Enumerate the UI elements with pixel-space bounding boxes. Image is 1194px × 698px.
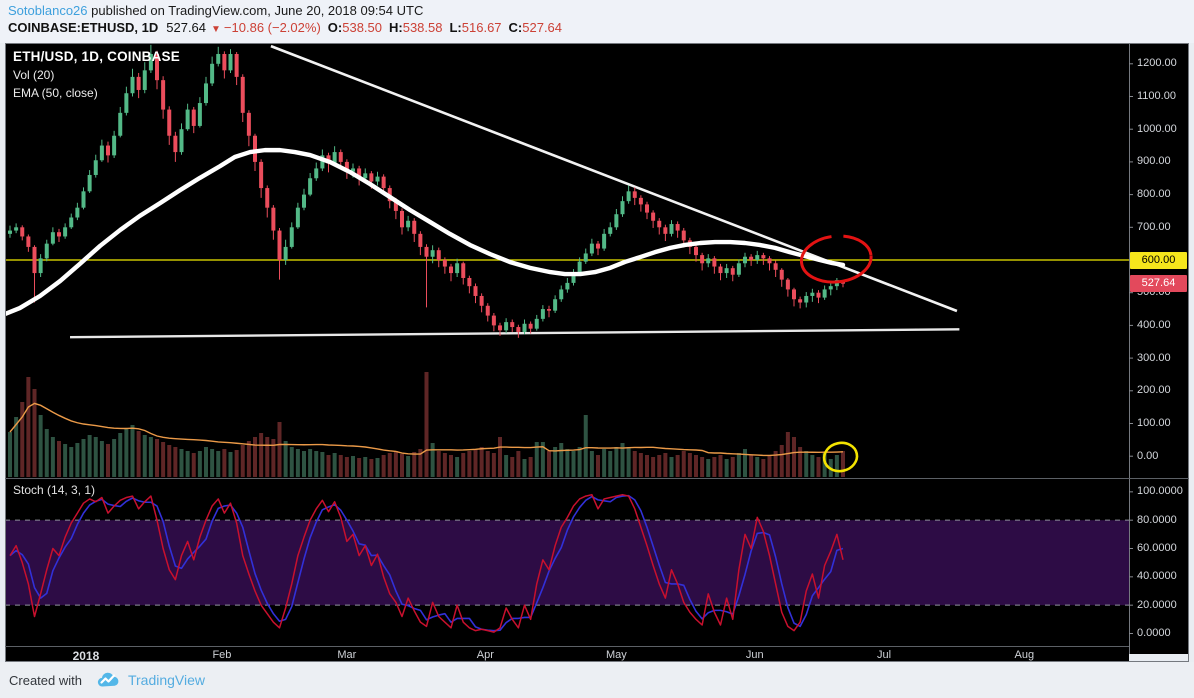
time-tick-label: Feb [212, 649, 232, 661]
price-tick-label: 40.0000 [1137, 570, 1177, 583]
price-tag-label: 527.64 [1130, 275, 1187, 293]
legend-symbol[interactable]: ETH/USD, 1D, COINBASE [13, 49, 180, 64]
price-tick-label: 20.0000 [1137, 598, 1177, 611]
open-value: 538.50 [342, 20, 382, 35]
created-with-text: Created with [9, 672, 82, 688]
red-circle-annotation[interactable] [799, 233, 873, 286]
published-text: published on TradingView.com, June 20, 2… [87, 3, 424, 18]
stoch-lines [9, 493, 844, 633]
high-label: H: [389, 20, 403, 35]
last-price: 527.64 [166, 20, 207, 35]
stoch-indicator-label[interactable]: Stoch (14, 3, 1) [13, 483, 96, 497]
axis-corner [1129, 654, 1189, 662]
price-change: −10.86 (−2.02%) [223, 20, 321, 35]
volume-bars [8, 372, 845, 477]
price-tick-label: 100.00 [1137, 417, 1171, 429]
price-tick-label: 800.00 [1137, 188, 1171, 201]
symbol-title[interactable]: COINBASE:ETHUSD, 1D [8, 20, 159, 35]
low-label: L: [449, 20, 462, 35]
time-tick-label: Apr [476, 649, 494, 661]
stoch-band [5, 520, 1129, 606]
time-tick-label: May [605, 649, 627, 661]
symbol-line: COINBASE:ETHUSD, 1D 527.64 ▼ −10.86 (−2.02%… [0, 18, 1194, 35]
close-label: C: [508, 20, 523, 35]
price-tick-label: 700.00 [1137, 220, 1171, 233]
close-value: 527.64 [522, 20, 563, 35]
yellow-circle-annotation[interactable] [821, 440, 859, 474]
price-tick-label: 1100.00 [1137, 90, 1176, 102]
chart-border [5, 43, 1189, 662]
high-value: 538.58 [402, 20, 443, 35]
stoch-d-line [9, 493, 844, 633]
price-tick-label: 0.00 [1137, 449, 1159, 462]
volume-ma-line [9, 402, 844, 457]
legend-volume-indicator[interactable]: Vol (20) [13, 68, 55, 82]
tradingview-link[interactable]: TradingView [127, 672, 206, 688]
snapshot-footer: Created with TradingView [0, 662, 1194, 698]
low-value: 516.67 [461, 20, 502, 35]
price-tick-label: 1200.00 [1137, 57, 1177, 70]
price-tick-label: 300.00 [1137, 351, 1171, 364]
ema-line [5, 147, 846, 317]
price-tick-label: 200.00 [1137, 384, 1171, 397]
price-tick-label: 900.00 [1137, 155, 1171, 168]
price-tick-label: 0.0000 [1137, 627, 1171, 639]
price-tick-label: 1000.00 [1137, 122, 1177, 135]
open-label: O: [327, 20, 343, 35]
tradingview-logo-icon[interactable] [96, 671, 121, 689]
down-arrow-icon: ▼ [211, 24, 221, 35]
time-tick-label: Jul [877, 649, 892, 661]
time-tick-label: Mar [337, 649, 357, 661]
chart-legend: ETH/USD, 1D, COINBASE Vol (20) EMA (50, … [13, 49, 180, 100]
price-tag-label: 600.00 [1130, 251, 1187, 269]
legend-ema-indicator[interactable]: EMA (50, close) [13, 86, 98, 100]
price-tick-label: 80.0000 [1137, 513, 1177, 526]
candles [8, 44, 845, 338]
snapshot-header: Sotoblanco26 published on TradingView.co… [0, 0, 1194, 43]
price-tick-label: 60.0000 [1137, 542, 1177, 554]
published-line: Sotoblanco26 published on TradingView.co… [0, 0, 1194, 18]
time-tick-label: Aug [1014, 649, 1035, 661]
time-tick-label: 2018 [72, 649, 100, 663]
price-tick-label: 100.0000 [1137, 485, 1183, 498]
support-trendline[interactable] [70, 328, 960, 339]
author-link[interactable]: Sotoblanco26 [8, 3, 88, 18]
time-tick-label: Jun [745, 649, 764, 661]
price-tick-label: 400.00 [1137, 318, 1171, 331]
